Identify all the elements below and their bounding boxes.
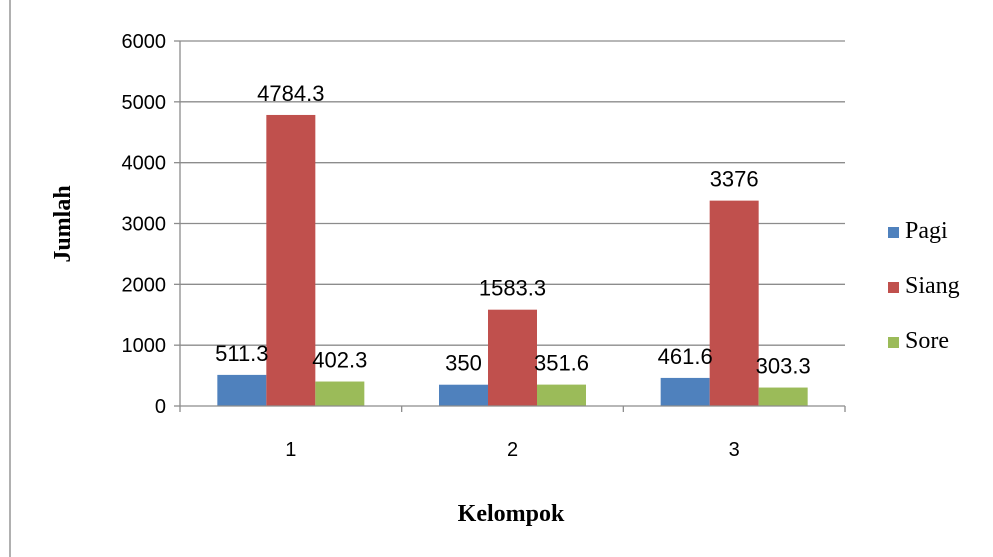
x-tick-label: 3: [729, 439, 740, 461]
data-label: 1583.3: [479, 276, 546, 301]
y-tick-label: 0: [155, 396, 166, 418]
x-tick-label: 2: [507, 439, 518, 461]
y-tick-labels: 0 1000 2000 3000 4000 5000 6000: [122, 31, 167, 418]
data-label: 350: [445, 351, 482, 376]
data-label: 461.6: [658, 344, 713, 369]
data-label: 3376: [710, 167, 759, 192]
data-labels: 511.3 4784.3 402.3 350 1583.3 351.6 461.6 3376 3…: [215, 81, 811, 379]
data-label: 511.3: [215, 341, 268, 366]
legend-swatch-siang: [888, 282, 899, 293]
x-tick-label: 1: [285, 439, 296, 461]
y-tick-label: 6000: [122, 31, 167, 53]
bar-pagi-2: [439, 384, 488, 406]
y-axis-title: Jumlah: [50, 185, 76, 262]
legend-label-pagi: Pagi: [905, 218, 948, 244]
y-tick-label: 2000: [122, 274, 167, 296]
y-tick-label: 4000: [122, 153, 167, 175]
bar-sore-2: [537, 384, 586, 406]
y-tick-label: 3000: [122, 214, 167, 236]
bar-siang-2: [488, 309, 537, 406]
y-tick-label: 1000: [122, 335, 167, 357]
x-axis-title: Kelompok: [458, 501, 565, 527]
data-label: 303.3: [756, 354, 811, 379]
axes: [174, 40, 846, 412]
legend-swatch-pagi: [888, 227, 899, 238]
bar-pagi-3: [660, 377, 710, 406]
bar-pagi-1: [217, 374, 267, 406]
legend-label-siang: Siang: [905, 273, 960, 299]
bar-sore-3: [758, 387, 808, 406]
bar-siang-3: [709, 200, 759, 406]
legend-swatch-sore: [888, 337, 899, 348]
bar-siang-1: [266, 114, 316, 407]
x-tick-labels: 1 2 3: [285, 439, 739, 461]
data-label: 402.3: [312, 348, 367, 373]
bars: [217, 114, 808, 407]
data-label: 351.6: [534, 351, 589, 376]
legend: Pagi Siang Sore: [888, 218, 960, 354]
y-tick-label: 5000: [122, 92, 167, 114]
bar-sore-1: [315, 381, 365, 406]
data-label: 4784.3: [257, 81, 324, 106]
legend-label-sore: Sore: [905, 328, 949, 354]
